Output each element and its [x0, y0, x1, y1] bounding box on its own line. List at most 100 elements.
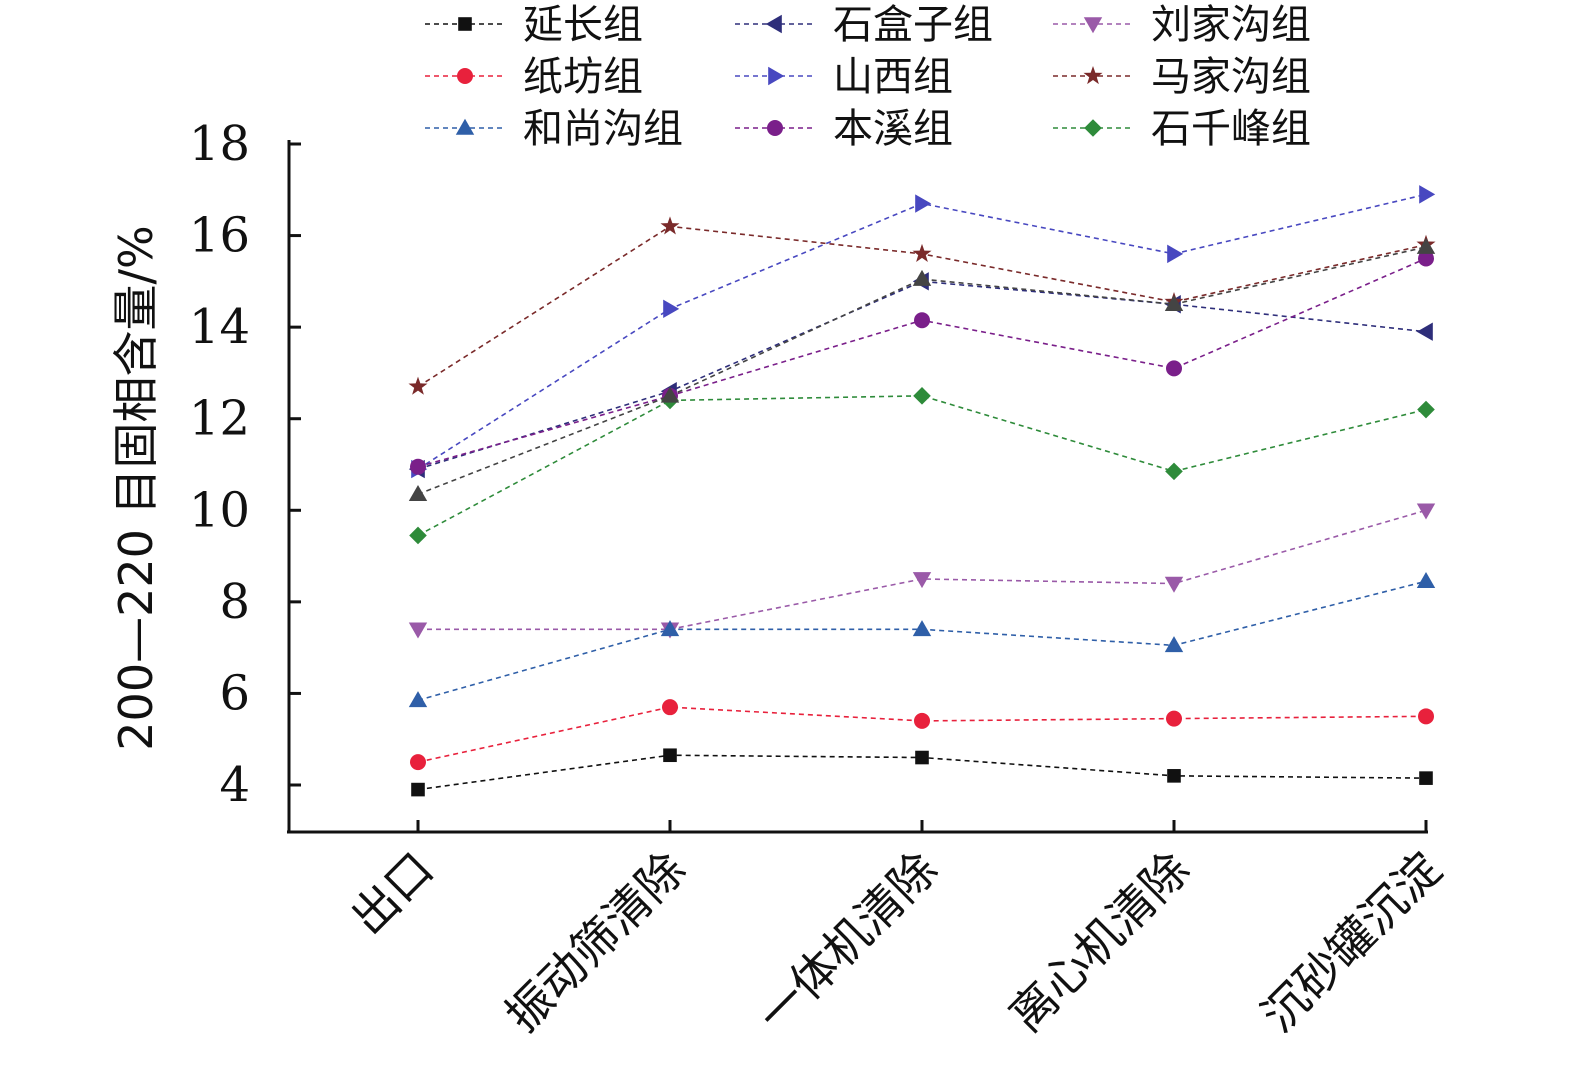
legend-marker	[765, 14, 782, 34]
x-tick-label-3: 离心机清除	[999, 842, 1200, 1043]
legend-marker	[1083, 66, 1103, 85]
legend-marker	[457, 68, 473, 84]
legend-item-7: 本溪组	[735, 106, 953, 152]
y-tick-label-8: 8	[219, 574, 250, 630]
series-2-point-4	[1416, 503, 1436, 520]
series-6	[408, 572, 1436, 708]
series-9-point-4	[1416, 237, 1436, 254]
series-6-line	[417, 580, 1427, 702]
series-5	[408, 216, 1436, 395]
y-tick-label-10: 10	[189, 482, 250, 538]
series-6-point-3	[1164, 636, 1184, 653]
y-tick-label-16: 16	[189, 208, 250, 264]
x-tick-label-1: 振动筛清除	[495, 842, 696, 1043]
series-6-point-1	[660, 620, 680, 637]
legend-item-8: 石千峰组	[1053, 106, 1311, 152]
series-7-point-0	[410, 458, 426, 475]
series-3-point-0	[410, 754, 426, 771]
series-4-point-2	[915, 194, 932, 213]
legend-label: 延长组	[523, 2, 643, 48]
y-tick-label-18: 18	[189, 116, 250, 172]
series-3-point-3	[1166, 710, 1182, 727]
series-8-line	[417, 395, 1427, 537]
series-5-point-1	[660, 216, 680, 235]
y-axis-label: 200—220 目固相含量/%	[109, 225, 163, 750]
legend-marker	[1083, 17, 1103, 34]
series-3-line	[417, 706, 1427, 763]
series-4-line	[417, 193, 1427, 470]
series-4	[411, 185, 1436, 479]
series-1-point-4	[1416, 322, 1433, 341]
x-tick-label-2: 一体机清除	[747, 842, 948, 1043]
series-9-point-3	[1164, 295, 1184, 312]
legend-label: 本溪组	[833, 106, 953, 152]
series-3-point-4	[1418, 708, 1434, 725]
legend-label: 马家沟组	[1151, 54, 1311, 100]
series-0-point-1	[663, 748, 677, 763]
legend-label: 纸坊组	[523, 54, 643, 100]
series-2-point-3	[1164, 576, 1184, 593]
y-tick-label-14: 14	[189, 299, 250, 355]
series-9-line	[417, 246, 1427, 496]
series-3-point-2	[914, 712, 930, 729]
legend-label: 山西组	[833, 54, 953, 100]
series-9	[408, 237, 1436, 502]
y-tick-label-6: 6	[219, 665, 250, 721]
y-tick-label-4: 4	[219, 757, 250, 813]
series-9-point-0	[408, 485, 428, 502]
series-6-point-4	[1416, 572, 1436, 589]
series-2-point-0	[408, 622, 428, 639]
series-9-point-2	[912, 269, 932, 286]
legend-marker	[455, 118, 475, 135]
series-8-point-3	[1165, 462, 1183, 481]
series-4-point-3	[1167, 244, 1184, 264]
series-5-point-2	[912, 243, 932, 262]
series-8-point-0	[409, 526, 427, 545]
series-8-point-4	[1417, 400, 1435, 419]
legend-label: 石千峰组	[1151, 106, 1311, 152]
axes: 200—220 目固相含量/% 4 6 8 10 12 14 16 18 出口 振动筛清除 一体机清…	[109, 116, 1452, 1042]
series-7-point-3	[1166, 360, 1182, 377]
legend-label: 刘家沟组	[1151, 2, 1311, 48]
legend-label: 和尚沟组	[523, 106, 683, 152]
series-5-point-0	[408, 376, 428, 395]
series-2-point-2	[912, 572, 932, 589]
series-1	[408, 272, 1433, 479]
legend-item-2: 刘家沟组	[1053, 2, 1311, 48]
legend-item-3: 纸坊组	[425, 54, 643, 100]
series-7-point-4	[1418, 250, 1434, 267]
legend-item-5: 马家沟组	[1053, 54, 1311, 100]
series-6-point-0	[408, 691, 428, 708]
series-8	[409, 387, 1435, 545]
legend-marker	[1084, 119, 1102, 137]
series-0	[411, 748, 1433, 797]
legend-item-4: 山西组	[735, 54, 953, 100]
legend-marker	[767, 120, 783, 136]
series-9-point-1	[660, 386, 680, 403]
x-tick-label-4: 沉砂罐沉淀	[1251, 842, 1452, 1043]
series-3	[410, 699, 1434, 771]
series-1-line	[417, 280, 1427, 470]
series-3-point-1	[662, 699, 678, 716]
series-2-line	[418, 509, 1427, 631]
legend-label: 石盒子组	[833, 2, 993, 48]
legend-marker	[458, 17, 472, 31]
x-tick-label-0: 出口	[341, 842, 444, 945]
legend-item-0: 延长组	[425, 2, 643, 48]
legend-item-6: 和尚沟组	[425, 106, 683, 152]
series-0-point-2	[915, 750, 929, 765]
y-tick-label-12: 12	[189, 391, 250, 447]
series-0-point-0	[411, 782, 425, 797]
series-7-point-2	[914, 312, 930, 329]
legend-marker	[768, 66, 785, 86]
series-0-point-4	[1419, 771, 1433, 785]
series-8-point-2	[913, 387, 931, 405]
series-4-point-4	[1419, 185, 1436, 204]
plot-area	[408, 185, 1436, 797]
series-6-point-2	[912, 620, 932, 637]
legend-item-1: 石盒子组	[735, 2, 993, 48]
series-4-point-1	[663, 299, 680, 319]
series-0-point-3	[1167, 769, 1181, 783]
